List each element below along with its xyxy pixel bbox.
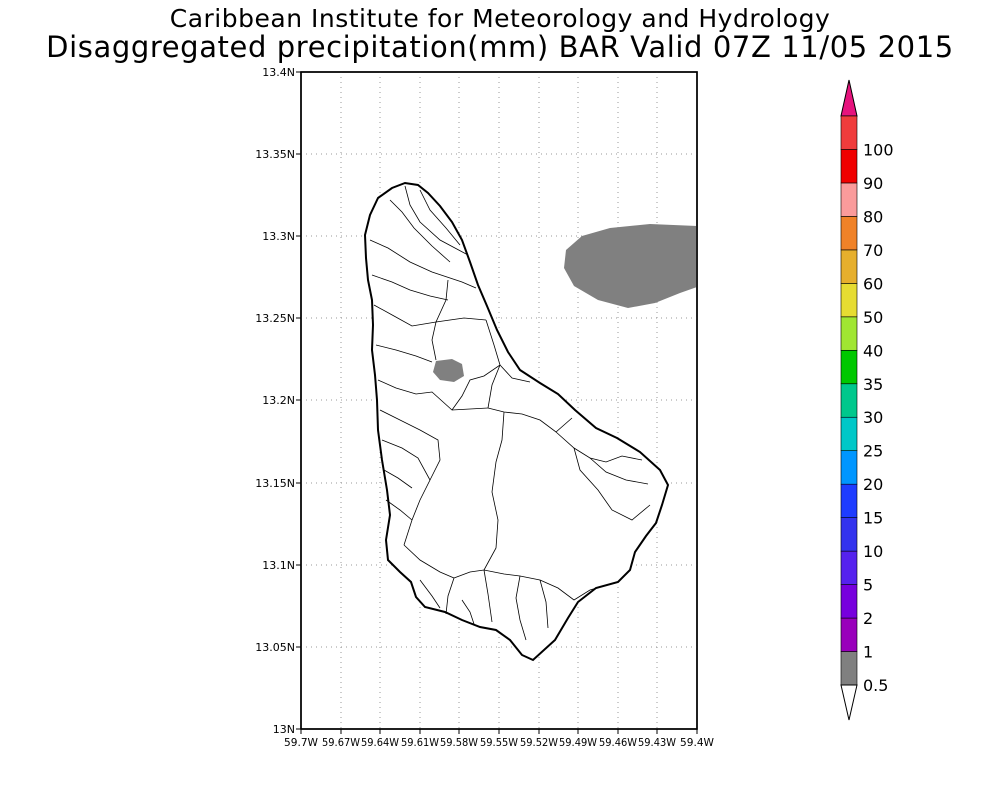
watershed-line (369, 239, 477, 289)
lon-tick-label: 59.64W (361, 736, 399, 749)
legend-bottom-arrow (840, 684, 858, 721)
watershed-line (483, 569, 493, 623)
lat-tick-label: 13.25N (255, 312, 295, 325)
legend-label: 10 (863, 542, 883, 561)
lon-tick-label: 59.55W (480, 736, 518, 749)
legend-color-box (840, 517, 858, 552)
lon-tick-labels: 59.7W 59.67W 59.64W 59.61W 59.58W 59.55W… (284, 736, 714, 749)
legend-color-box (840, 216, 858, 251)
legend-label: 2 (863, 609, 873, 628)
lat-tick-labels: 13.4N 13.35N 13.3N 13.25N 13.2N 13.15N 1… (255, 66, 295, 736)
legend-label: 1 (863, 643, 873, 662)
legend-color-box (840, 651, 858, 686)
legend-label: 30 (863, 408, 883, 427)
legend-label: 100 (863, 140, 894, 159)
lon-tick-label: 59.43W (638, 736, 676, 749)
watershed-line (453, 569, 541, 581)
watershed-line (515, 575, 527, 641)
watershed-line (403, 544, 455, 579)
lat-tick-label: 13.3N (262, 230, 295, 243)
watershed-line (461, 599, 475, 625)
watershed-line (573, 447, 651, 521)
watershed-line (451, 364, 531, 411)
legend-color-box (840, 115, 858, 150)
axis-ticks (296, 71, 698, 734)
legend-label: 50 (863, 308, 883, 327)
legend-label: 70 (863, 241, 883, 260)
lon-tick-label: 59.67W (322, 736, 360, 749)
watershed-line (445, 577, 455, 615)
lat-tick-label: 13.05N (255, 641, 295, 654)
legend-label: 0.5 (863, 676, 888, 695)
watershed-line (555, 431, 643, 463)
legend-label: 60 (863, 274, 883, 293)
lat-tick-label: 13.4N (262, 66, 295, 79)
lon-tick-label: 59.4W (680, 736, 714, 749)
watershed-line (404, 185, 469, 256)
watershed-line (419, 189, 461, 246)
lon-tick-label: 59.49W (559, 736, 597, 749)
lat-tick-label: 13N (273, 723, 295, 736)
watershed-line (589, 457, 649, 485)
watershed-line (431, 279, 449, 361)
island-outline (363, 181, 670, 662)
legend-color-box (840, 249, 858, 284)
watershed-line (419, 579, 441, 609)
legend-color-box (840, 283, 858, 318)
lon-tick-label: 59.7W (284, 736, 318, 749)
precip-area-offshore-northeast (564, 224, 697, 308)
watershed-line (539, 579, 611, 601)
legend-label: 15 (863, 509, 883, 528)
lat-tick-label: 13.1N (262, 559, 295, 572)
legend-color-box (840, 450, 858, 485)
watershed-line (487, 407, 573, 433)
legend-top-arrow (840, 79, 858, 117)
title-line-1: Caribbean Institute for Meteorology and … (169, 4, 831, 33)
watershed-line (377, 379, 489, 411)
legend-label: 80 (863, 207, 883, 226)
legend-color-box (840, 483, 858, 518)
watershed-line (379, 409, 441, 481)
legend-color-box (840, 550, 858, 585)
watershed-line (483, 411, 505, 571)
watershed-line (389, 199, 451, 263)
lon-tick-label: 59.61W (401, 736, 439, 749)
title-line-2: Disaggregated precipitation(mm) BAR Vali… (46, 30, 954, 64)
watershed-line (539, 579, 549, 629)
legend-color-box (840, 316, 858, 351)
legend-color-box (840, 349, 858, 385)
lon-tick-label: 59.52W (520, 736, 558, 749)
legend-label: 35 (863, 375, 883, 394)
lat-tick-label: 13.2N (262, 394, 295, 407)
legend-color-boxes (840, 115, 858, 686)
legend-label: 40 (863, 341, 883, 360)
lon-tick-label: 59.46W (599, 736, 637, 749)
legend-label: 25 (863, 442, 883, 461)
precip-area-inland-north (433, 359, 464, 382)
legend-color-box (840, 383, 858, 418)
legend-label: 5 (863, 576, 873, 595)
legend-color-box (840, 584, 858, 619)
legend-color-box (840, 416, 858, 452)
legend-color-box (840, 182, 858, 217)
lat-tick-label: 13.35N (255, 148, 295, 161)
watershed-line (385, 499, 413, 521)
legend-label: 90 (863, 174, 883, 193)
watershed-line (373, 304, 487, 327)
watershed-lines (369, 185, 651, 641)
legend-color-box (840, 149, 858, 184)
legend-label: 20 (863, 475, 883, 494)
lat-tick-label: 13.15N (255, 477, 295, 490)
watershed-line (371, 274, 449, 301)
lon-tick-label: 59.58W (440, 736, 478, 749)
watershed-line (383, 469, 413, 489)
watershed-line (375, 344, 433, 363)
legend-color-box (840, 617, 858, 652)
